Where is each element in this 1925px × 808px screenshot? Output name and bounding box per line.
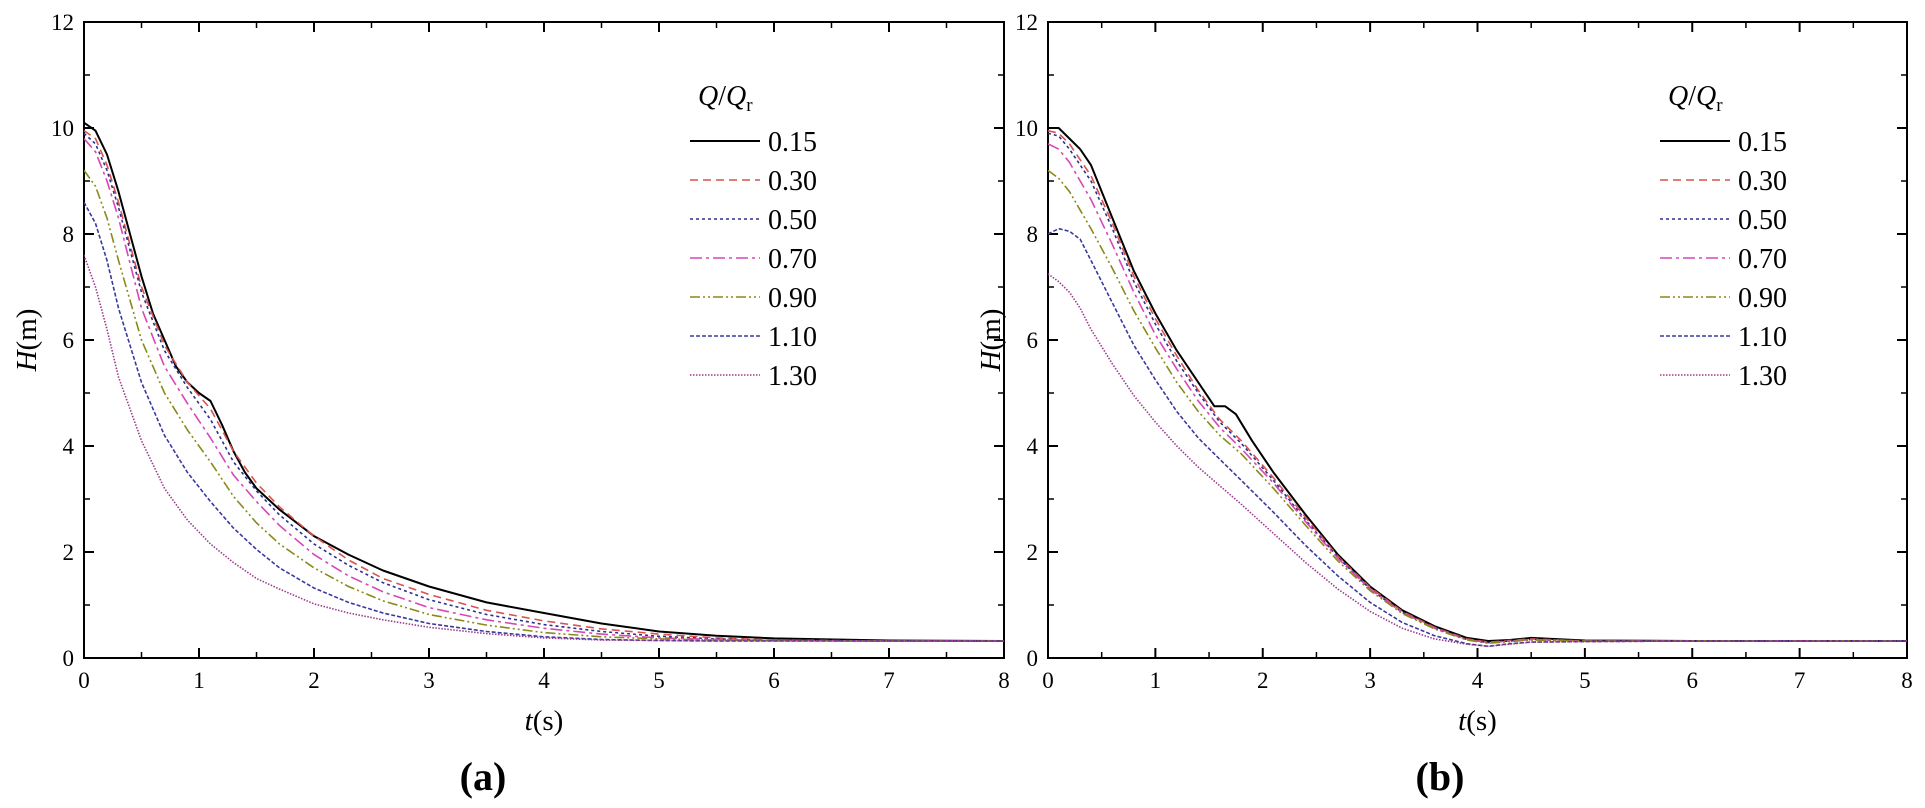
y-axis-label-symbol: H	[11, 348, 43, 372]
panel-a: 0 1 2 3 4 5 6 7 8024681012t(s)H(m)Q/Qr0.150.300.…	[11, 10, 1010, 799]
y-tick-label: 12	[51, 10, 74, 35]
series-line-0.90	[1048, 169, 1907, 644]
x-tick-label: 7	[883, 668, 895, 693]
series-line-0.70	[84, 138, 1004, 642]
x-tick-label: 6	[1687, 668, 1699, 693]
x-axis-label: t(s)	[1458, 705, 1497, 737]
legend-entry-0.30: 0.30	[768, 166, 817, 197]
panel-b: 0 1 2 3 4 5 6 7 8024681012t(s)H(m)Q/Qr0.150.300.…	[975, 10, 1913, 799]
x-tick-label: 3	[1364, 668, 1376, 693]
series-line-0.50	[1048, 132, 1907, 644]
x-tick-label: 6	[768, 668, 780, 693]
panel-label: (b)	[1416, 754, 1465, 799]
x-tick-label: 8	[1901, 668, 1913, 693]
x-tick-label: 0	[1042, 668, 1054, 693]
legend-entry-1.30: 1.30	[768, 361, 817, 392]
x-tick-label: 2	[1257, 668, 1269, 693]
legend-entry-0.30: 0.30	[1738, 166, 1787, 197]
legend-entry-1.10: 1.10	[768, 322, 817, 353]
y-axis-label: H(m)	[975, 309, 1007, 373]
series-line-1.30	[84, 254, 1004, 642]
y-tick-label: 0	[1027, 646, 1039, 671]
y-tick-label: 12	[1015, 10, 1038, 35]
series-line-1.30	[1048, 273, 1907, 648]
x-tick-label: 1	[1150, 668, 1162, 693]
legend-entry-0.50: 0.50	[1738, 205, 1787, 236]
y-tick-label: 4	[1027, 434, 1039, 459]
y-axis-label-symbol: H	[975, 348, 1007, 372]
x-tick-label: 4	[1472, 668, 1484, 693]
series-line-1.10	[1048, 227, 1907, 648]
x-tick-label: 5	[653, 668, 665, 693]
y-axis-label-unit: (m)	[975, 309, 1007, 351]
series-line-0.70	[1048, 143, 1907, 644]
legend-title: Q/Qr	[1668, 81, 1723, 116]
series-line-0.30	[84, 130, 1004, 642]
x-tick-label: 4	[538, 668, 550, 693]
plot-frame	[83, 21, 1005, 659]
legend-entry-1.30: 1.30	[1738, 361, 1787, 392]
series-line-0.90	[84, 169, 1004, 642]
x-axis-label-unit: (s)	[1466, 705, 1497, 737]
x-axis-label-symbol: t	[525, 705, 534, 737]
x-axis-label-symbol: t	[1458, 705, 1467, 737]
y-tick-label: 8	[63, 222, 75, 247]
legend-entry-1.10: 1.10	[1738, 322, 1787, 353]
legend-entry-0.70: 0.70	[1738, 244, 1787, 275]
x-axis-label-unit: (s)	[533, 705, 564, 737]
x-tick-label: 2	[308, 668, 320, 693]
x-tick-label: 8	[998, 668, 1010, 693]
x-tick-label: 1	[193, 668, 205, 693]
legend-entry-0.15: 0.15	[1738, 127, 1787, 158]
y-tick-label: 2	[1027, 540, 1039, 565]
legend-entry-0.90: 0.90	[1738, 283, 1787, 314]
legend-entry-0.15: 0.15	[768, 127, 817, 158]
series-line-0.50	[84, 132, 1004, 642]
y-axis-label: H(m)	[11, 309, 43, 373]
y-tick-label: 4	[63, 434, 75, 459]
legend-entry-0.50: 0.50	[768, 205, 817, 236]
y-tick-label: 10	[1015, 116, 1038, 141]
y-tick-label: 10	[51, 116, 74, 141]
y-tick-label: 2	[63, 540, 75, 565]
legend-entry-0.90: 0.90	[768, 283, 817, 314]
x-axis-label: t(s)	[525, 705, 564, 737]
series-line-1.10	[84, 201, 1004, 642]
y-axis-label-unit: (m)	[11, 309, 43, 351]
x-tick-label: 3	[423, 668, 435, 693]
x-tick-label: 0	[78, 668, 90, 693]
x-tick-label: 7	[1794, 668, 1806, 693]
legend-title: Q/Qr	[698, 81, 753, 116]
series-line-0.15	[84, 121, 1004, 642]
panel-label: (a)	[460, 754, 507, 799]
y-tick-label: 6	[63, 328, 75, 353]
x-tick-label: 5	[1579, 668, 1591, 693]
y-tick-label: 6	[1027, 328, 1039, 353]
series-line-0.30	[1048, 129, 1907, 643]
y-tick-label: 0	[63, 646, 75, 671]
y-tick-label: 8	[1027, 222, 1039, 247]
legend-entry-0.70: 0.70	[768, 244, 817, 275]
